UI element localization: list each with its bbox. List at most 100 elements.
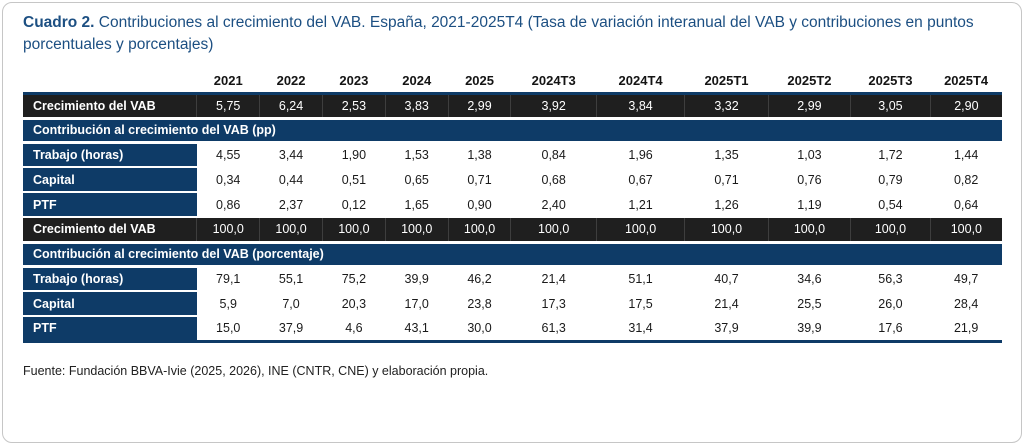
value-cell: 75,2: [322, 266, 386, 292]
column-header-2024: 2024: [385, 69, 449, 95]
value-cell: 21,4: [684, 291, 769, 317]
value-cell: 0,12: [322, 192, 386, 218]
value-cell: 30,0: [448, 316, 511, 343]
value-cell: 21,9: [930, 316, 1002, 343]
value-cell: 1,38: [448, 142, 511, 168]
value-cell: 1,65: [385, 192, 449, 218]
total-row: Crecimiento del VAB 5,75 6,24 2,53 3,83 2,99 3…: [23, 93, 1002, 120]
table-body: Crecimiento del VAB 5,75 6,24 2,53 3,83 2,99 3…: [23, 93, 1002, 343]
value-cell: 100,0: [384, 217, 449, 244]
value-cell: 56,3: [850, 266, 931, 292]
value-cell: 1,19: [768, 192, 851, 218]
column-header-2021: 2021: [196, 69, 260, 95]
value-cell: 100,0: [850, 217, 931, 244]
value-cell: 100,0: [767, 217, 851, 244]
section-row: Contribución al crecimiento del VAB (pp): [23, 118, 1002, 144]
row-label: Trabajo (horas): [23, 266, 197, 292]
row-label: Crecimiento del VAB: [23, 217, 197, 244]
row-label: Crecimiento del VAB: [23, 93, 197, 120]
value-cell: 21,4: [510, 266, 597, 292]
value-cell: 1,35: [684, 142, 769, 168]
figure-title-text: Contribuciones al crecimiento del VAB. E…: [23, 14, 974, 53]
value-cell: 0,71: [448, 167, 511, 193]
column-header-2023: 2023: [322, 69, 386, 95]
value-cell: 100,0: [510, 217, 597, 244]
value-cell: 37,9: [684, 316, 769, 343]
data-row: Trabajo (horas) 4,55 3,44 1,90 1,53 1,38 0,84 1…: [23, 142, 1002, 168]
source-note: Fuente: Fundación BBVA-Ivie (2025, 2026)…: [23, 363, 489, 378]
row-label: PTF: [23, 192, 197, 218]
section-row: Contribución al crecimiento del VAB (por…: [23, 242, 1002, 268]
value-cell: 2,40: [510, 192, 597, 218]
value-cell: 0,44: [259, 167, 323, 193]
value-cell: 0,68: [510, 167, 597, 193]
value-cell: 2,37: [259, 192, 323, 218]
value-cell: 3,05: [850, 93, 931, 120]
value-cell: 0,76: [768, 167, 851, 193]
value-cell: 25,5: [768, 291, 851, 317]
section-band-label: Contribución al crecimiento del VAB (por…: [23, 242, 1002, 268]
value-cell: 23,8: [448, 291, 511, 317]
value-cell: 55,1: [259, 266, 323, 292]
data-row: Trabajo (horas) 79,1 55,1 75,2 39,9 46,2 21,4 5…: [23, 266, 1002, 292]
value-cell: 6,24: [259, 93, 323, 120]
value-cell: 51,1: [596, 266, 685, 292]
value-cell: 0,54: [850, 192, 931, 218]
value-cell: 40,7: [684, 266, 769, 292]
value-cell: 1,44: [930, 142, 1002, 168]
data-row: PTF 15,0 37,9 4,6 43,1 30,0 61,3 31,4 37,9 39,9 17…: [23, 316, 1002, 343]
total-row: Crecimiento del VAB 100,0 100,0 100,0 100,0 1…: [23, 217, 1002, 244]
value-cell: 1,96: [596, 142, 685, 168]
value-cell: 1,90: [322, 142, 386, 168]
value-cell: 3,44: [259, 142, 323, 168]
value-cell: 2,90: [929, 93, 1002, 120]
row-label: Capital: [23, 291, 197, 317]
value-cell: 100,0: [321, 217, 386, 244]
value-cell: 26,0: [850, 291, 931, 317]
column-header-2025T2: 2025T2: [768, 69, 851, 95]
value-cell: 79,1: [196, 266, 260, 292]
value-cell: 100,0: [595, 217, 685, 244]
value-cell: 100,0: [447, 217, 511, 244]
value-cell: 3,84: [595, 93, 685, 120]
data-row: PTF 0,86 2,37 0,12 1,65 0,90 2,40 1,21 1,26 1,19 0…: [23, 192, 1002, 218]
value-cell: 37,9: [259, 316, 323, 343]
value-cell: 0,34: [196, 167, 260, 193]
value-cell: 2,99: [767, 93, 851, 120]
value-cell: 100,0: [929, 217, 1002, 244]
table-head: 2021 2022 2023 2024 2025 2024T3 2024T4 2025T1 20…: [23, 69, 1002, 95]
row-label: Capital: [23, 167, 197, 193]
value-cell: 17,0: [385, 291, 449, 317]
figure-title: Cuadro 2. Contribuciones al crecimiento …: [23, 12, 1002, 56]
value-cell: 100,0: [684, 217, 769, 244]
value-cell: 17,6: [850, 316, 931, 343]
value-cell: 46,2: [448, 266, 511, 292]
value-cell: 17,5: [596, 291, 685, 317]
section-band-label: Contribución al crecimiento del VAB (pp): [23, 118, 1002, 144]
column-header-2025T1: 2025T1: [684, 69, 769, 95]
value-cell: 1,72: [850, 142, 931, 168]
value-cell: 39,9: [385, 266, 449, 292]
value-cell: 2,53: [321, 93, 386, 120]
value-cell: 2,99: [447, 93, 511, 120]
value-cell: 3,83: [384, 93, 449, 120]
column-header-2025: 2025: [448, 69, 511, 95]
value-cell: 0,65: [385, 167, 449, 193]
column-header-2024T4: 2024T4: [596, 69, 685, 95]
value-cell: 0,64: [930, 192, 1002, 218]
data-row: Capital 5,9 7,0 20,3 17,0 23,8 17,3 17,5 21,4 25,…: [23, 291, 1002, 317]
value-cell: 100,0: [259, 217, 323, 244]
value-cell: 4,6: [322, 316, 386, 343]
value-cell: 31,4: [596, 316, 685, 343]
value-cell: 0,51: [322, 167, 386, 193]
vab-contributions-table: 2021 2022 2023 2024 2025 2024T3 2024T4 2025T1 20…: [23, 69, 1002, 343]
value-cell: 17,3: [510, 291, 597, 317]
value-cell: 4,55: [196, 142, 260, 168]
value-cell: 0,86: [196, 192, 260, 218]
corner-cell: [23, 69, 197, 95]
value-cell: 1,21: [596, 192, 685, 218]
value-cell: 5,9: [196, 291, 260, 317]
row-label: Trabajo (horas): [23, 142, 197, 168]
value-cell: 39,9: [768, 316, 851, 343]
value-cell: 1,03: [768, 142, 851, 168]
